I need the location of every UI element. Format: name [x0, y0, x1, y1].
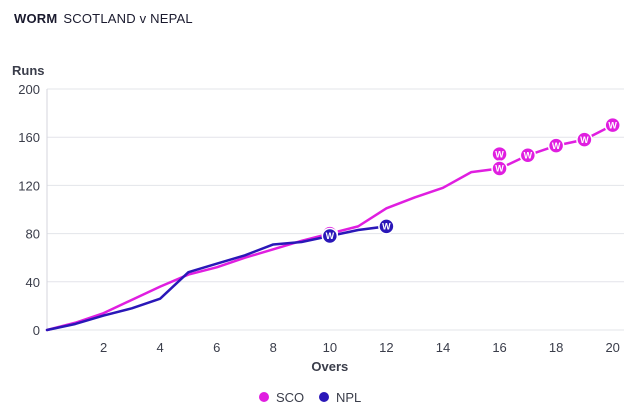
wicket-marker-sco-4: [547, 137, 565, 154]
x-tick-label-12: 12: [379, 340, 393, 355]
wicket-label-sco-2: W: [495, 164, 504, 174]
x-tick-label-2: 2: [100, 340, 107, 355]
y-tick-label-40: 40: [26, 275, 40, 290]
x-tick-label-8: 8: [270, 340, 277, 355]
wicket-marker-npl-0: [321, 227, 339, 245]
wicket-label-sco-4: W: [552, 141, 561, 151]
wicket-label-npl-0: W: [326, 231, 335, 241]
chart-title-match: SCOTLAND v NEPAL: [63, 11, 193, 26]
x-tick-label-20: 20: [605, 340, 619, 355]
y-tick-label-200: 200: [18, 82, 40, 97]
y-tick-label-120: 120: [18, 178, 40, 193]
y-tick-label-80: 80: [26, 227, 40, 242]
x-tick-label-4: 4: [157, 340, 164, 355]
wicket-marker-sco-5: [576, 131, 593, 148]
wicket-label-sco-1: W: [495, 149, 504, 159]
legend-swatch-npl: [319, 392, 329, 402]
y-tick-label-0: 0: [33, 323, 40, 338]
wicket-marker-npl-1: [378, 218, 395, 235]
x-tick-label-16: 16: [492, 340, 506, 355]
y-tick-label-160: 160: [18, 130, 40, 145]
chart-title: WORM SCOTLAND v NEPAL: [14, 11, 193, 26]
y-axis-title: Runs: [12, 63, 45, 78]
x-tick-label-6: 6: [213, 340, 220, 355]
x-tick-label-10: 10: [323, 340, 337, 355]
legend-label-sco: SCO: [276, 390, 304, 405]
legend-swatch-sco: [259, 392, 269, 402]
chart-title-bold: WORM: [14, 11, 58, 26]
wicket-marker-sco-2: [491, 160, 508, 177]
x-axis-title: Overs: [311, 359, 348, 374]
wicket-label-sco-6: W: [608, 120, 617, 130]
wicket-label-sco-3: W: [524, 150, 533, 160]
legend-label-npl: NPL: [336, 390, 361, 405]
wicket-marker-sco-3: [519, 147, 537, 164]
wicket-label-sco-5: W: [580, 135, 589, 145]
x-tick-label-14: 14: [436, 340, 450, 355]
wicket-marker-sco-6: [604, 116, 621, 134]
wicket-label-npl-1: W: [382, 222, 391, 232]
x-tick-label-18: 18: [549, 340, 563, 355]
